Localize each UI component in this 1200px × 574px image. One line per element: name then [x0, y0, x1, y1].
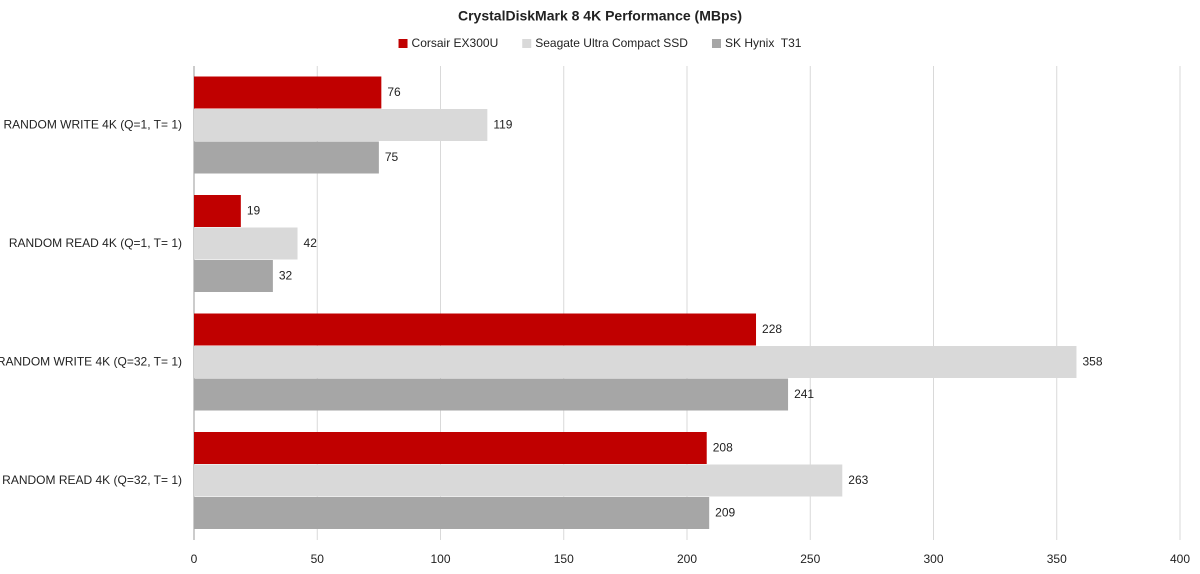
data-label: 241 [794, 387, 814, 401]
legend-swatch [711, 39, 721, 48]
x-tick-label: 300 [923, 552, 943, 566]
bar [194, 497, 710, 529]
data-label: 228 [762, 322, 782, 336]
y-tick-label: RANDOM WRITE 4K (Q=1, T= 1) [4, 117, 182, 131]
bar [194, 227, 298, 260]
y-tick-label: RANDOM WRITE 4K (Q=32, T= 1) [0, 354, 182, 368]
bar [194, 464, 843, 497]
data-label: 209 [715, 505, 735, 519]
bar [194, 109, 488, 141]
bar [194, 378, 789, 411]
x-tick-label: 150 [554, 552, 574, 566]
x-tick-label: 250 [800, 552, 820, 566]
data-label: 119 [493, 117, 512, 131]
y-tick-label: RANDOM READ 4K (Q=1, T= 1) [9, 236, 182, 250]
data-label: 208 [713, 440, 733, 454]
bar [194, 141, 379, 174]
data-label: 42 [304, 236, 318, 250]
bar [194, 432, 707, 464]
data-label: 358 [1082, 354, 1102, 368]
legend-label: Corsair EX300U [412, 36, 499, 50]
chart-title: CrystalDiskMark 8 4K Performance (MBps) [458, 8, 742, 24]
legend-label: Seagate Ultra Compact SSD [535, 36, 688, 50]
data-label: 263 [848, 473, 868, 487]
legend-swatch [522, 39, 532, 48]
bar [194, 313, 757, 346]
bar [194, 76, 382, 109]
data-label: 75 [385, 150, 399, 164]
legend-swatch [398, 39, 408, 48]
data-label: 32 [279, 268, 293, 282]
y-tick-label: RANDOM READ 4K (Q=32, T= 1) [2, 473, 182, 487]
x-tick-label: 0 [191, 552, 198, 566]
bar [194, 195, 241, 227]
x-tick-label: 100 [430, 552, 450, 566]
x-tick-label: 350 [1047, 552, 1067, 566]
data-label: 76 [387, 85, 401, 99]
data-label: 19 [247, 203, 261, 217]
x-tick-label: 200 [677, 552, 697, 566]
x-tick-label: 400 [1170, 552, 1190, 566]
x-tick-label: 50 [311, 552, 325, 566]
bar [194, 260, 273, 292]
bar [194, 346, 1077, 378]
legend-label: SK Hynix T31 [725, 36, 802, 50]
